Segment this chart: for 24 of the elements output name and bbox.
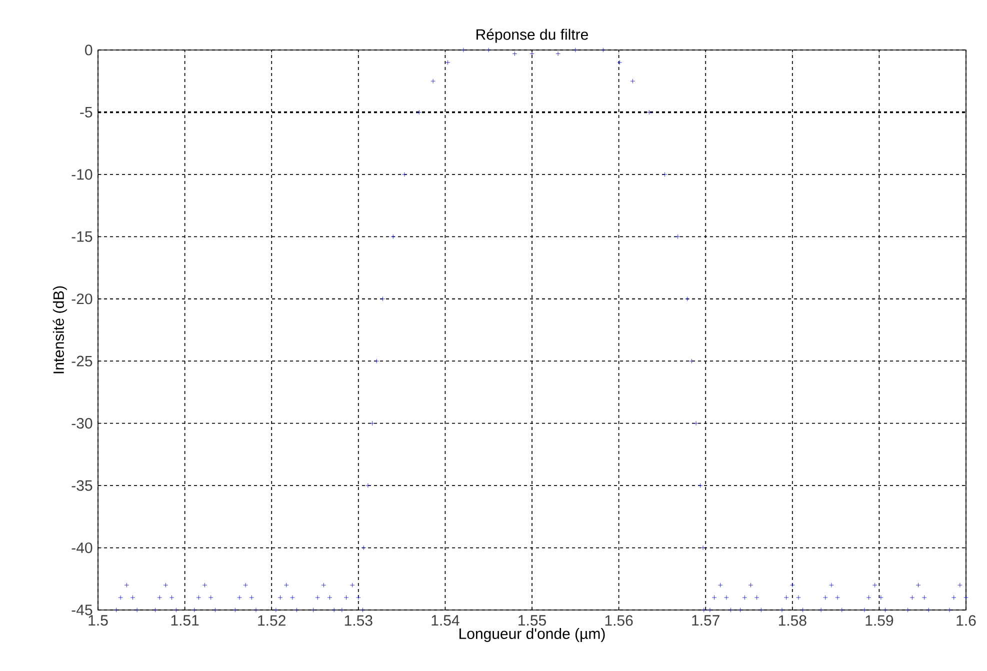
x-tick-label: 1.54 bbox=[432, 615, 460, 626]
x-tick-label: 1.5 bbox=[88, 615, 108, 626]
y-tick-label: 0 bbox=[85, 44, 92, 56]
x-tick-label: 1.53 bbox=[344, 615, 372, 626]
y-tick-label: -25 bbox=[72, 356, 92, 366]
y-tick-label: -15 bbox=[72, 231, 92, 242]
x-tick-label: 1.57 bbox=[692, 615, 720, 626]
x-tick-label: 1.58 bbox=[778, 615, 806, 626]
x-tick-label: 1.6 bbox=[956, 615, 976, 626]
y-tick-label: -45 bbox=[72, 604, 92, 616]
y-tick-label: -20 bbox=[72, 294, 92, 304]
x-tick-label: 1.59 bbox=[866, 615, 894, 626]
y-tick-label: -40 bbox=[72, 542, 92, 554]
y-axis-title: Intensité (dB) bbox=[52, 286, 67, 374]
x-tick-label: 1.51 bbox=[171, 615, 199, 626]
chart-title: Réponse du filtre bbox=[476, 28, 588, 43]
x-tick-label: 1.55 bbox=[518, 615, 546, 626]
x-tick-label: 1.52 bbox=[258, 615, 286, 626]
x-tick-label: 1.56 bbox=[605, 615, 633, 626]
y-tick-label: -5 bbox=[80, 106, 92, 118]
y-tick-label: -10 bbox=[72, 169, 92, 180]
y-tick-label: -30 bbox=[72, 418, 92, 429]
y-tick-label: -35 bbox=[72, 480, 92, 491]
x-axis-title: Longueur d'onde (µm) bbox=[460, 628, 605, 642]
